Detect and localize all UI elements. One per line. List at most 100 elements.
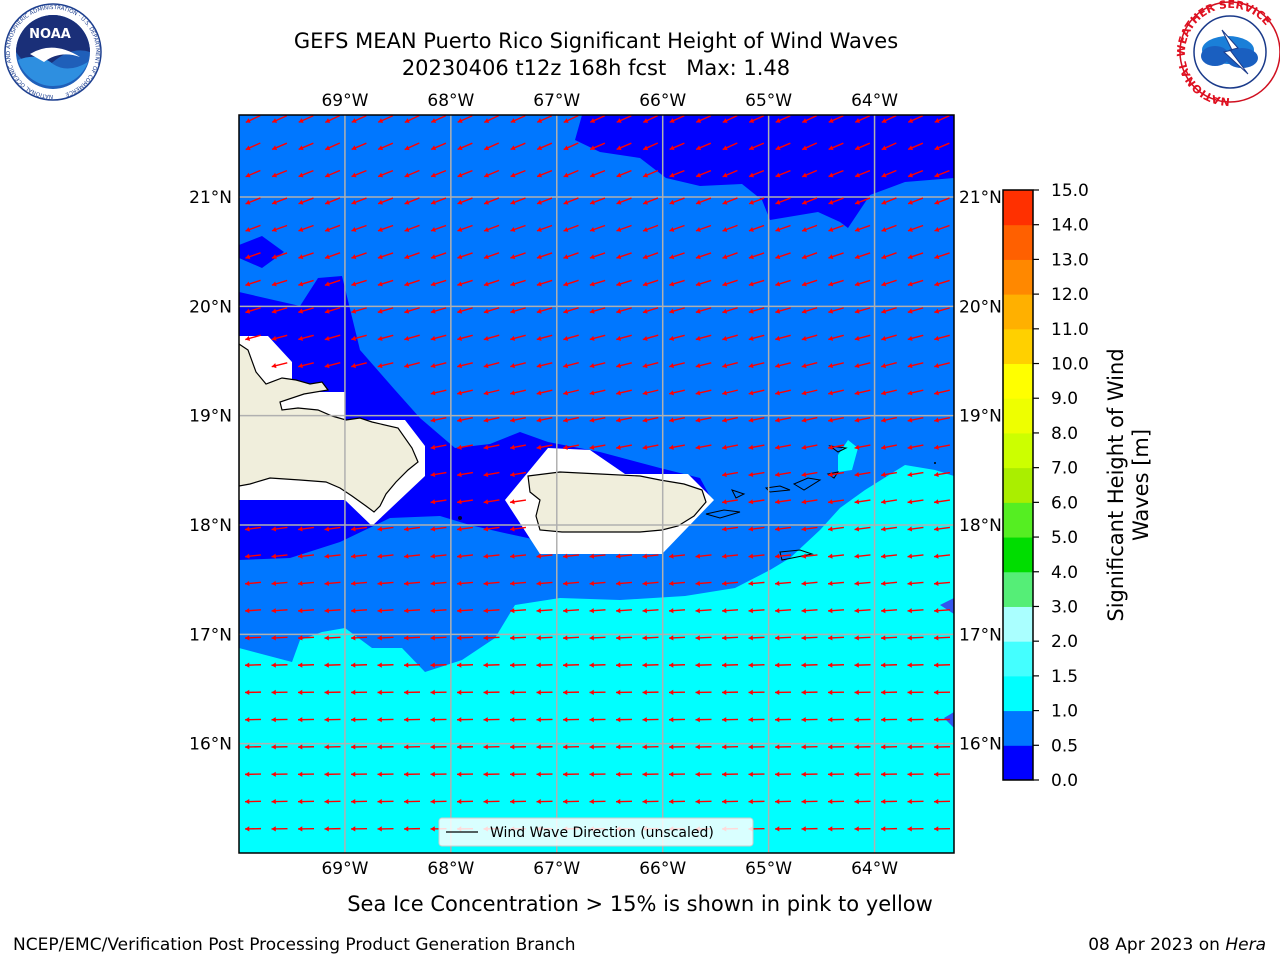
wave-arrow (669, 252, 685, 260)
wave-arrow (510, 279, 526, 287)
wave-arrow (245, 334, 261, 341)
wave-arrow (377, 279, 394, 287)
wave-arrow (748, 744, 765, 750)
date-label: 08 Apr 2023 on (1088, 935, 1225, 955)
wave-arrow (562, 635, 580, 641)
legend-label: Wind Wave Direction (unscaled) (490, 825, 714, 841)
wave-arrow (880, 635, 898, 641)
wave-arrow (616, 197, 632, 205)
wave-arrow (801, 689, 818, 695)
wave-arrow (616, 416, 632, 423)
wave-arrow (615, 580, 633, 586)
wave-arrow (722, 197, 738, 205)
wave-arrow (324, 279, 341, 287)
wave-arrow (536, 224, 553, 232)
wave-arrow (695, 798, 712, 805)
wave-arrow (774, 662, 792, 668)
wave-arrow (324, 689, 341, 695)
wave-arrow (563, 169, 579, 178)
wave-arrow (801, 334, 818, 341)
wave-arrow (271, 115, 288, 123)
wave-arrow (880, 580, 898, 587)
wave-arrow (934, 389, 950, 396)
wave-arrow (271, 334, 288, 341)
wave-arrow (377, 689, 394, 695)
wave-arrow (456, 717, 474, 723)
latitude-labels-right: 21°N 20°N 19°N 18°N 17°N 16°N (959, 188, 1002, 755)
wave-arrow (298, 115, 314, 123)
wave-arrow (721, 553, 739, 559)
wave-arrow (881, 334, 897, 341)
wave-arrow (324, 771, 341, 777)
wave-arrow (430, 115, 447, 123)
wave-arrow (828, 389, 844, 396)
wave-arrow (933, 717, 951, 723)
wave-arrow (695, 279, 712, 287)
wave-arrow (854, 689, 871, 695)
wave-arrow (801, 169, 818, 178)
wave-arrow (775, 169, 791, 178)
wave-arrow (430, 608, 447, 614)
wave-arrow (430, 689, 447, 695)
wave-arrow (774, 553, 792, 559)
wave-arrow (907, 662, 924, 668)
wave-arrow (351, 307, 367, 314)
wave-arrow (668, 744, 686, 750)
wave-arrow (245, 252, 261, 260)
wave-arrow (642, 224, 659, 232)
lon-label-bottom: 66°W (639, 859, 686, 879)
wave-arrow (377, 717, 394, 723)
wave-arrow (324, 361, 341, 369)
wave-arrow (695, 389, 712, 396)
noaa-logo-text: NOAA (29, 27, 71, 42)
wave-arrow (297, 744, 315, 750)
wave-arrow (642, 142, 659, 151)
wave-arrow (801, 416, 818, 423)
wave-arrow (403, 717, 421, 723)
wave-arrow (748, 635, 765, 641)
wave-arrow (907, 142, 924, 151)
wave-arrow (562, 799, 580, 805)
wave-arrow (351, 142, 367, 151)
wave-arrow (827, 580, 845, 586)
wave-arrow (695, 580, 712, 586)
wave-arrow (457, 142, 473, 151)
wave-arrow (457, 224, 473, 232)
wave-arrow (854, 608, 871, 614)
wave-arrow (483, 307, 500, 314)
hispaniola-land (239, 343, 419, 513)
wave-arrow (801, 744, 818, 750)
wave-arrow (404, 197, 420, 205)
wave-arrow (669, 334, 685, 341)
wave-arrow (801, 252, 818, 260)
wave-arrow (245, 169, 261, 178)
wave-arrow (854, 362, 871, 369)
wave-arrow (748, 307, 765, 314)
wave-arrow (562, 744, 580, 750)
wave-arrow (456, 580, 474, 586)
wave-arrow (828, 115, 844, 123)
wave-arrow (854, 662, 871, 668)
colorbar-segment (1003, 537, 1033, 573)
wave-arrow (721, 608, 739, 614)
wave-arrow (298, 142, 314, 151)
wave-arrow (298, 334, 314, 341)
wave-arrow (483, 416, 500, 423)
wave-arrow (775, 197, 791, 205)
wave-arrow (510, 307, 526, 314)
wave-arrow (775, 115, 791, 123)
wave-arrow (403, 744, 421, 750)
map-frame (238, 114, 955, 854)
wave-arrow (722, 361, 738, 369)
wave-arrow (298, 224, 314, 232)
lat-label-right: 19°N (959, 407, 1002, 427)
wave-arrow (271, 717, 288, 723)
wave-arrow (483, 224, 500, 232)
wave-arrow (615, 662, 633, 668)
wave-arrow (695, 662, 712, 668)
colorbar-segment (1003, 467, 1033, 503)
wave-arrow (244, 799, 262, 805)
colorbar-tick-label: 7.0 (1051, 459, 1078, 479)
wave-arrow (536, 197, 553, 205)
wave-arrow (430, 252, 447, 260)
